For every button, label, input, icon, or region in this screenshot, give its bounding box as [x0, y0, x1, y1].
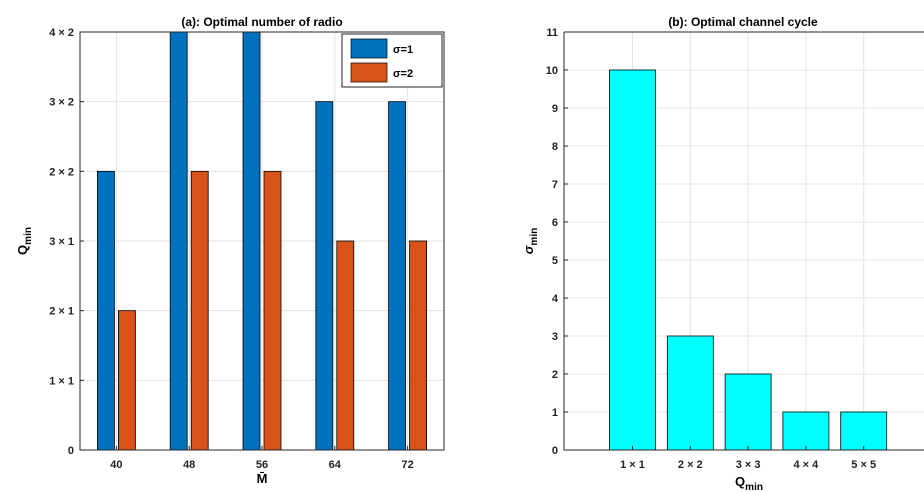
chart-a-x-tick-label: 64: [329, 459, 342, 471]
chart-a-x-label: M̄: [257, 471, 268, 486]
chart-a-legend: σ=1 σ=2: [341, 33, 443, 88]
chart-b-y-tick-label: 8: [552, 141, 558, 153]
chart-b-y-tick-label: 1: [552, 407, 558, 419]
legend-label-sigma2: σ=2: [393, 68, 413, 80]
chart-b-y-tick-label: 3: [552, 331, 558, 343]
chart-a-y-label: Qmin: [15, 227, 34, 255]
chart-a-bar-series2: [336, 240, 355, 451]
chart-b: (b): Optimal channel cycle 0 1 2 3 4 5 6 7 8 9 10 1…: [521, 15, 924, 492]
chart-b-y-ticks: 0 1 2 3 4 5 6 7 8 9 10 11: [546, 27, 568, 457]
legend-swatch-sigma1: [350, 38, 388, 59]
chart-b-bar: [666, 335, 714, 451]
chart-a-y-tick-label: 2 × 2: [49, 166, 74, 178]
chart-b-y-tick-label: 11: [546, 27, 558, 39]
chart-a-bar-series2: [118, 310, 136, 451]
legend-swatch-sigma2: [350, 62, 388, 83]
chart-a-x-tick-label: 48: [183, 459, 195, 471]
chart-b-title: (b): Optimal channel cycle: [668, 15, 818, 29]
chart-a-bars: [97, 31, 428, 451]
chart-b-y-label-main: σ: [521, 244, 536, 254]
chart-a-title: (a): Optimal number of radio: [181, 15, 342, 29]
chart-b-bar: [782, 411, 830, 451]
chart-b-bars: [609, 69, 888, 451]
chart-a: (a): Optimal number of radio 0 1 × 1 2 × 1…: [15, 15, 445, 486]
chart-a-bar-series2: [190, 170, 209, 451]
chart-b-y-label: σmin: [521, 228, 540, 254]
chart-b-y-label-sub: min: [529, 228, 540, 246]
chart-b-x-label: Qmin: [735, 474, 763, 492]
chart-a-gridlines: [80, 31, 444, 451]
chart-b-x-tick-label: 4 × 4: [794, 459, 820, 471]
chart-b-y-tick-label: 7: [552, 179, 558, 191]
chart-b-x-label-sub: min: [745, 482, 763, 492]
chart-a-y-tick-label: 1 × 1: [49, 375, 74, 387]
chart-a-x-tick-label: 56: [256, 459, 268, 471]
chart-a-y-tick-label: 4 × 2: [49, 27, 74, 39]
chart-b-bar: [724, 373, 772, 451]
chart-a-y-tick-label: 2 × 1: [49, 306, 74, 318]
chart-b-y-tick-label: 9: [552, 103, 558, 115]
chart-b-x-tick-label: 2 × 2: [678, 459, 703, 471]
chart-b-x-tick-label: 3 × 3: [736, 459, 761, 471]
chart-a-bar-series1: [169, 31, 188, 451]
svg-text:σmin: σmin: [521, 228, 540, 254]
chart-a-bar-series2: [409, 240, 428, 451]
legend-label-sigma1: σ=1: [393, 44, 413, 56]
chart-a-bar-series1: [388, 101, 407, 451]
chart-a-y-tick-label: 0: [68, 445, 74, 457]
chart-b-y-tick-label: 4: [552, 293, 559, 305]
chart-b-bar: [609, 69, 656, 451]
chart-b-x-tick-label: 1 × 1: [620, 459, 645, 471]
chart-a-bar-series1: [242, 31, 261, 451]
svg-text:Qmin: Qmin: [15, 227, 34, 255]
chart-b-x-ticks: 1 × 1 2 × 2 3 × 3 4 × 4 5 × 5: [620, 446, 876, 471]
chart-b-y-tick-label: 2: [552, 369, 558, 381]
chart-b-y-tick-label: 5: [552, 255, 558, 267]
chart-a-y-label-sub: min: [23, 227, 34, 245]
chart-b-y-tick-label: 6: [552, 217, 558, 229]
chart-a-y-tick-label: 3 × 1: [49, 236, 74, 248]
chart-a-bar-series1: [97, 170, 115, 451]
chart-b-x-tick-label: 5 × 5: [851, 459, 876, 471]
chart-a-bar-series1: [315, 101, 334, 451]
chart-b-y-tick-label: 10: [546, 65, 558, 77]
chart-a-y-tick-label: 3 × 2: [49, 97, 74, 109]
chart-a-x-tick-label: 40: [110, 459, 122, 471]
chart-a-x-tick-label: 72: [401, 459, 413, 471]
chart-a-y-label-main: Q: [15, 245, 30, 255]
chart-b-bar: [840, 411, 888, 451]
chart-a-x-ticks: 40 48 56 64 72: [110, 446, 414, 471]
chart-b-x-label-main: Q: [735, 474, 745, 489]
chart-a-bar-series2: [263, 170, 282, 451]
chart-a-y-ticks: 0 1 × 1 2 × 1 3 × 1 2 × 2 3 × 2 4 × 2: [49, 27, 84, 457]
chart-b-y-tick-label: 0: [552, 445, 558, 457]
